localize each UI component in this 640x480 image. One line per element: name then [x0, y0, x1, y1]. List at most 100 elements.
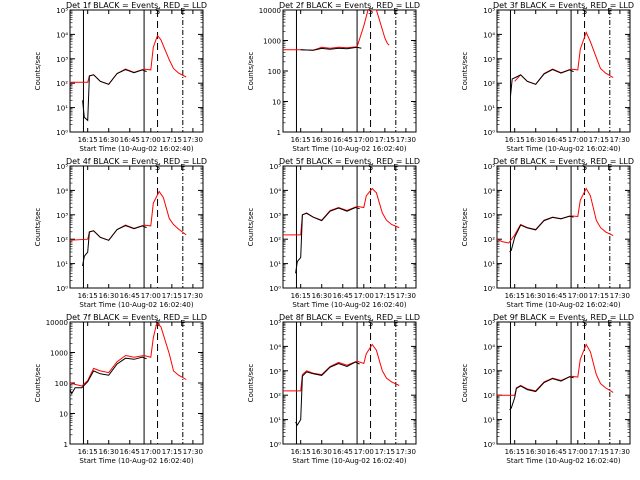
y-tick-label: 10¹: [483, 261, 495, 269]
end-marker: E: [393, 163, 398, 172]
plot-frame: [496, 321, 631, 445]
detector-panel-1: Det 1f BLACK = Events, RED = LLD 10⁰ 10¹ 10…: [34, 1, 207, 153]
lld-series-line: [283, 343, 400, 392]
plot-frame: [282, 165, 417, 289]
y-tick-label: 10²: [56, 236, 68, 244]
y-tick-label: 10⁵: [483, 163, 495, 171]
detector-panel-8: Det 8f BLACK = Events, RED = LLD 10⁰ 10¹ 10…: [247, 313, 420, 465]
end-marker: E: [393, 7, 398, 16]
x-tick-label: 16:15: [505, 448, 525, 456]
start-marker: S: [368, 319, 373, 328]
y-axis-label: Counts/sec: [34, 208, 42, 247]
panel-title: Det 9f BLACK = Events, RED = LLD: [493, 313, 634, 322]
x-tick-label: 17:30: [183, 136, 203, 144]
detector-panel-5: Det 5f BLACK = Events, RED = LLD 10⁰ 10¹ 10…: [247, 157, 420, 309]
x-tick-label: 16:45: [120, 292, 140, 300]
detector-panel-9: Det 9f BLACK = Events, RED = LLD 10⁰ 10¹ 10…: [461, 313, 634, 465]
end-marker: E: [180, 7, 185, 16]
x-tick-label: 17:15: [589, 448, 609, 456]
x-tick-label: 17:15: [589, 292, 609, 300]
x-tick-label: 16:30: [312, 136, 332, 144]
x-axis-label: Start Time (10-Aug-02 16:02:40): [506, 301, 620, 309]
x-tick-label: 16:30: [526, 136, 546, 144]
x-tick-label: 16:30: [526, 448, 546, 456]
y-axis-label: Counts/sec: [461, 208, 469, 247]
start-marker: S: [582, 163, 587, 172]
y-tick-label: 1000: [263, 38, 281, 46]
y-tick-label: 10⁵: [269, 163, 281, 171]
y-tick-label: 10¹: [56, 261, 68, 269]
x-axis-label: Start Time (10-Aug-02 16:02:40): [79, 301, 193, 309]
lld-series-line: [283, 187, 400, 236]
x-axis-label: Start Time (10-Aug-02 16:02:40): [79, 457, 193, 465]
events-series-line: [300, 46, 362, 51]
y-tick-label: 10⁰: [269, 441, 281, 449]
x-tick-label: 17:30: [183, 448, 203, 456]
events-series-line: [82, 225, 147, 267]
events-series-line: [70, 356, 147, 395]
end-marker: E: [180, 319, 185, 328]
x-tick-label: 17:30: [396, 136, 416, 144]
detector-panel-2: Det 2f BLACK = Events, RED = LLD 1 10 100 10…: [247, 1, 420, 153]
events-series-line: [510, 69, 574, 97]
y-tick-label: 10⁴: [483, 31, 495, 39]
lld-series-line: [70, 190, 187, 241]
events-series-line: [509, 376, 574, 411]
start-marker: S: [368, 163, 373, 172]
detector-panel-3: Det 3f BLACK = Events, RED = LLD 10⁰ 10¹ 10…: [461, 1, 634, 153]
y-tick-label: 10⁰: [483, 285, 495, 293]
y-tick-label: 10⁰: [483, 129, 495, 137]
x-tick-label: 17:00: [568, 136, 588, 144]
y-tick-label: 10³: [56, 56, 68, 64]
y-tick-label: 10³: [483, 368, 495, 376]
y-tick-label: 10²: [56, 80, 68, 88]
x-tick-label: 17:15: [162, 448, 182, 456]
x-tick-label: 17:30: [396, 448, 416, 456]
x-tick-label: 17:15: [375, 448, 395, 456]
y-tick-label: 10⁴: [269, 187, 281, 195]
x-tick-label: 16:15: [291, 136, 311, 144]
x-tick-label: 16:45: [547, 292, 567, 300]
x-axis-label: Start Time (10-Aug-02 16:02:40): [79, 145, 193, 153]
x-axis-label: Start Time (10-Aug-02 16:02:40): [292, 301, 406, 309]
x-tick-label: 16:30: [312, 448, 332, 456]
start-marker: S: [155, 163, 160, 172]
y-tick-label: 10²: [269, 392, 281, 400]
y-axis-label: Counts/sec: [34, 364, 42, 403]
y-tick-label: 10¹: [56, 105, 68, 113]
y-tick-label: 10⁵: [56, 7, 68, 15]
y-tick-label: 10³: [56, 212, 68, 220]
end-marker: E: [607, 7, 612, 16]
x-tick-label: 16:45: [333, 292, 353, 300]
y-axis-label: Counts/sec: [247, 364, 255, 403]
x-tick-label: 16:45: [547, 136, 567, 144]
x-tick-label: 16:15: [505, 136, 525, 144]
x-tick-label: 16:45: [547, 448, 567, 456]
x-tick-label: 17:15: [162, 136, 182, 144]
x-tick-label: 17:30: [183, 292, 203, 300]
x-tick-label: 17:30: [396, 292, 416, 300]
y-tick-label: 10⁰: [269, 285, 281, 293]
x-tick-label: 17:00: [568, 292, 588, 300]
x-tick-label: 17:00: [141, 448, 161, 456]
plot-frame: [282, 321, 417, 445]
y-tick-label: 1: [64, 441, 68, 449]
x-tick-label: 16:15: [78, 136, 98, 144]
plot-frame: [496, 165, 631, 289]
x-tick-label: 16:30: [99, 136, 119, 144]
x-tick-label: 16:30: [526, 292, 546, 300]
x-tick-label: 16:45: [333, 136, 353, 144]
panel-title: Det 3f BLACK = Events, RED = LLD: [493, 1, 634, 10]
y-tick-label: 10: [59, 411, 68, 419]
end-marker: E: [607, 319, 612, 328]
y-tick-label: 10⁰: [56, 285, 68, 293]
panel-title: Det 7f BLACK = Events, RED = LLD: [66, 313, 207, 322]
y-axis-label: Counts/sec: [247, 52, 255, 91]
y-axis-label: Counts/sec: [34, 52, 42, 91]
panel-title: Det 6f BLACK = Events, RED = LLD: [493, 157, 634, 166]
y-axis-label: Counts/sec: [461, 364, 469, 403]
y-tick-label: 10⁴: [56, 187, 68, 195]
y-axis-label: Counts/sec: [461, 52, 469, 91]
lld-series-line: [70, 34, 187, 85]
start-marker: S: [155, 7, 160, 16]
